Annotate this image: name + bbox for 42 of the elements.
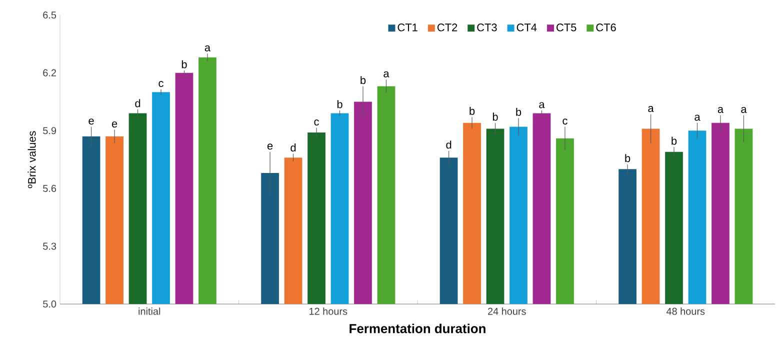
data-label: e	[267, 144, 273, 150]
data-label: b	[360, 76, 366, 84]
y-tick-label: 5.6	[43, 184, 56, 192]
y-axis-title: ºBrix values	[28, 131, 36, 188]
data-label: c	[562, 118, 568, 125]
data-label: b	[470, 106, 475, 115]
data-label: a	[539, 102, 545, 108]
data-label: a	[384, 71, 390, 78]
data-label: b	[337, 100, 342, 108]
y-tick-label: 6.2	[43, 69, 56, 76]
data-label: d	[135, 99, 140, 108]
data-label: a	[204, 45, 211, 52]
x-tick-label: 12 hours	[310, 308, 348, 315]
y-tick-label: 5.9	[43, 127, 56, 134]
legend-label: CT5	[556, 24, 576, 32]
data-label: a	[718, 107, 724, 114]
data-label: a	[741, 107, 747, 114]
legend-label: CT1	[398, 24, 418, 32]
legend-label: CT4	[516, 24, 537, 32]
data-label: b	[182, 60, 187, 68]
x-axis-title: Fermentation duration	[350, 324, 486, 334]
y-tick-label: 5.3	[43, 242, 56, 250]
data-label: e	[112, 121, 118, 128]
data-label: b	[516, 108, 522, 116]
y-tick-label: 5.0	[43, 300, 56, 308]
data-label: b	[625, 154, 630, 162]
data-label: a	[648, 106, 654, 112]
y-tick-label: 6.5	[43, 11, 56, 19]
x-tick-label: 48 hours	[666, 308, 705, 315]
data-label: b	[492, 112, 498, 121]
data-label: d	[446, 140, 452, 149]
x-tick-label: initial	[138, 308, 160, 315]
data-label: c	[158, 81, 164, 87]
data-label: a	[694, 114, 700, 121]
data-label: e	[88, 118, 94, 125]
data-label: c	[314, 120, 319, 126]
legend-label: CT2	[437, 24, 458, 32]
data-label: d	[290, 143, 296, 152]
data-label: b	[672, 136, 677, 145]
legend-label: CT6	[596, 24, 616, 32]
x-tick-label: 24 hours	[488, 308, 526, 315]
legend-label: CT3	[477, 24, 497, 32]
